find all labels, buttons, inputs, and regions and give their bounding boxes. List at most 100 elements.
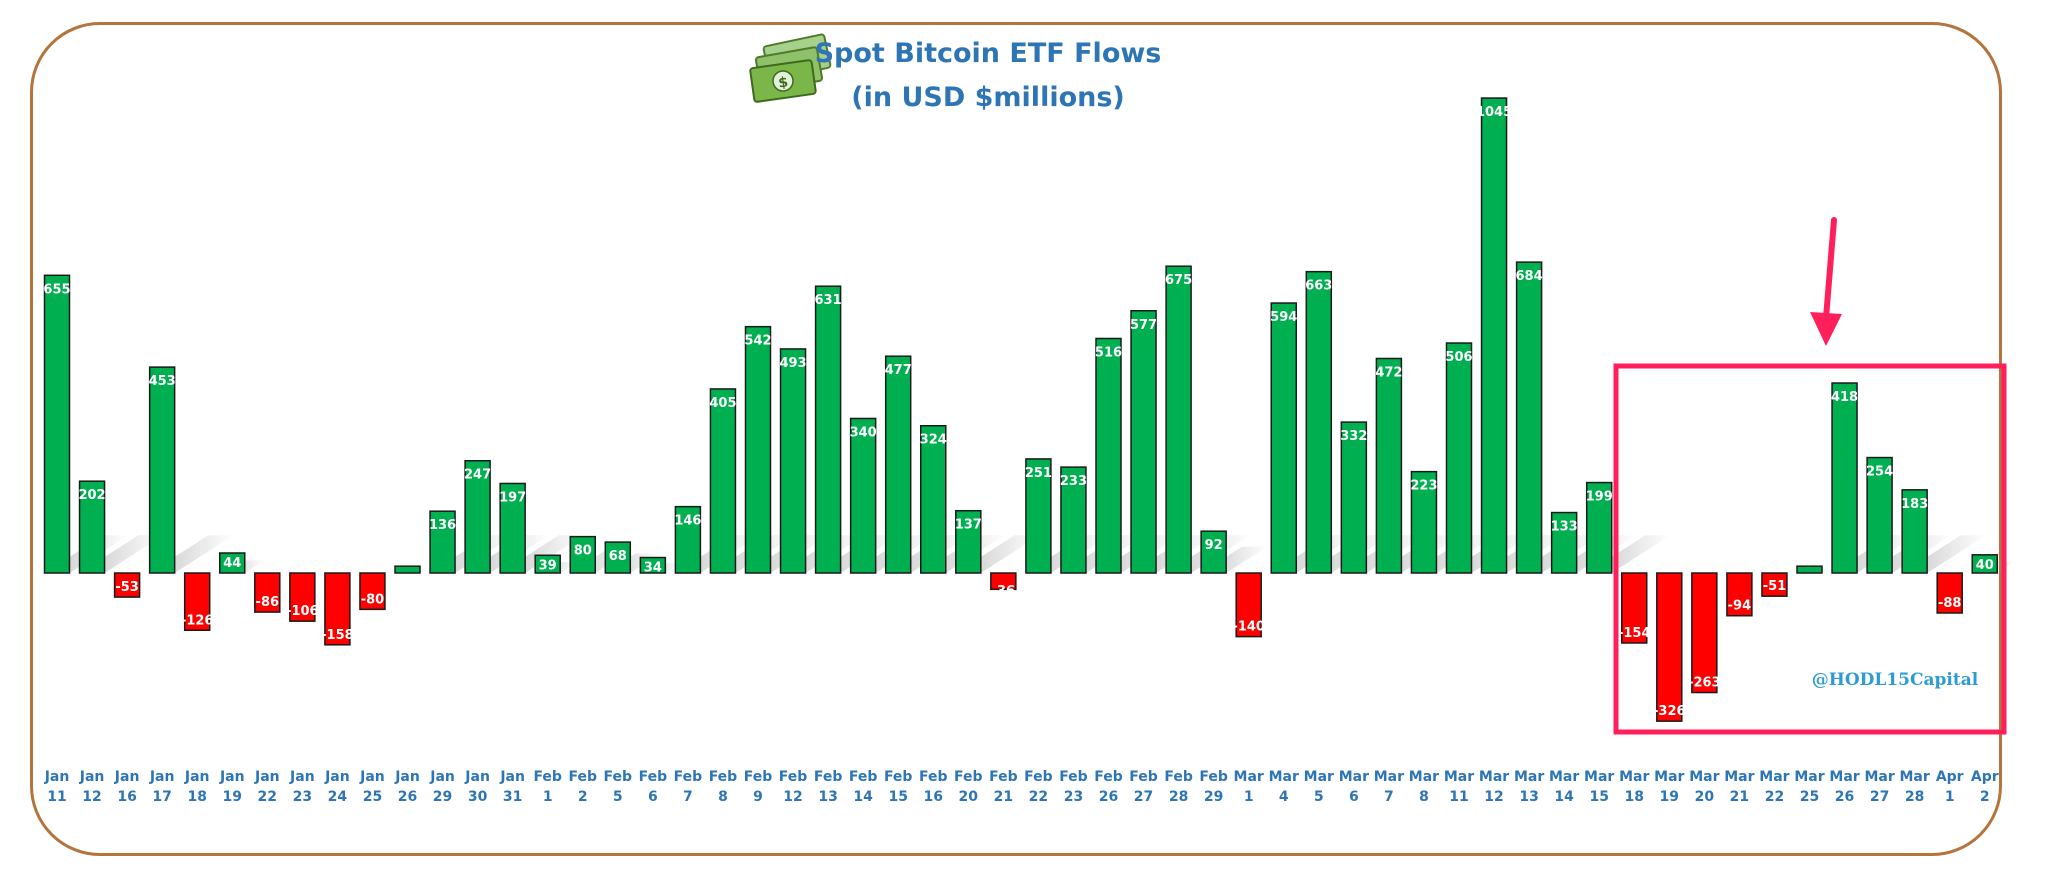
x-tick-day: 6 xyxy=(648,789,658,805)
x-tick-day: 16 xyxy=(117,789,136,805)
x-tick-day: 7 xyxy=(1384,789,1394,805)
chart-frame xyxy=(30,22,2002,856)
x-tick-month: Jan xyxy=(289,769,315,785)
x-tick-day: 22 xyxy=(1029,789,1048,805)
bar xyxy=(1831,382,1858,574)
x-tick-day: 12 xyxy=(783,789,802,805)
x-tick-month: Mar xyxy=(1549,769,1579,785)
x-tick-month: Jan xyxy=(184,769,210,785)
x-tick-month: Jan xyxy=(499,769,525,785)
x-tick-day: 20 xyxy=(1695,789,1715,805)
data-label: 577 xyxy=(1130,318,1157,333)
x-tick-month: Mar xyxy=(1584,769,1614,785)
x-tick-month: Feb xyxy=(709,769,738,785)
x-tick-day: 28 xyxy=(1905,789,1924,805)
data-label: -140 xyxy=(1232,620,1265,635)
x-tick-day: 12 xyxy=(1484,789,1503,805)
data-label: -326 xyxy=(1653,704,1686,719)
data-label: 493 xyxy=(779,356,806,371)
x-tick-day: 15 xyxy=(888,789,907,805)
x-tick-month: Mar xyxy=(1794,769,1824,785)
x-tick-day: 2 xyxy=(1980,789,1990,805)
bar xyxy=(359,572,386,611)
bar xyxy=(394,565,421,574)
data-label: 542 xyxy=(744,334,771,349)
bar xyxy=(779,348,807,574)
x-tick-month: Feb xyxy=(1129,769,1158,785)
x-tick-month: Mar xyxy=(1479,769,1509,785)
x-tick-day: 17 xyxy=(152,789,171,805)
data-label: 44 xyxy=(223,556,241,571)
x-tick-day: 26 xyxy=(1099,789,1118,805)
x-tick-month: Feb xyxy=(1199,769,1228,785)
x-tick-day: 19 xyxy=(1660,789,1679,805)
bar xyxy=(148,366,176,574)
x-tick-day: 25 xyxy=(1800,789,1819,805)
x-tick-day: 6 xyxy=(1349,789,1359,805)
data-label: 324 xyxy=(920,433,947,448)
x-tick-month: Jan xyxy=(44,769,70,785)
x-tick-month: Feb xyxy=(814,769,843,785)
x-tick-month: Mar xyxy=(1864,769,1894,785)
x-tick-month: Feb xyxy=(568,769,597,785)
x-tick-month: Mar xyxy=(1654,769,1684,785)
bar xyxy=(534,554,561,574)
x-tick-day: 21 xyxy=(1730,789,1749,805)
bar xyxy=(1550,511,1578,574)
bar xyxy=(43,274,71,574)
bar xyxy=(464,459,491,574)
x-tick-month: Mar xyxy=(1374,769,1404,785)
x-tick-month: Feb xyxy=(779,769,808,785)
x-tick-day: 22 xyxy=(258,789,277,805)
x-tick-day: 8 xyxy=(718,789,728,805)
data-label: 684 xyxy=(1516,269,1543,284)
bar xyxy=(1445,342,1473,574)
bar xyxy=(814,285,842,574)
x-tick-month: Mar xyxy=(1234,769,1264,785)
x-tick-month: Mar xyxy=(1759,769,1789,785)
bar xyxy=(1621,572,1648,644)
bar xyxy=(324,572,351,646)
data-label: -158 xyxy=(321,628,354,643)
x-tick-day: 31 xyxy=(503,789,522,805)
chart-title: Spot Bitcoin ETF Flows xyxy=(815,38,1162,69)
data-label: 340 xyxy=(850,425,877,440)
data-label: 332 xyxy=(1340,429,1367,444)
x-tick-month: Feb xyxy=(639,769,668,785)
data-label: 183 xyxy=(1901,497,1928,512)
data-label: 1045 xyxy=(1476,105,1512,120)
x-tick-day: 18 xyxy=(1625,789,1644,805)
bar xyxy=(1515,261,1543,574)
x-tick-day: 22 xyxy=(1765,789,1784,805)
x-tick-day: 23 xyxy=(1064,789,1083,805)
x-tick-month: Feb xyxy=(954,769,983,785)
data-label: 675 xyxy=(1165,273,1192,288)
bar xyxy=(884,355,912,574)
data-label: 594 xyxy=(1270,310,1297,325)
bar xyxy=(1095,337,1122,574)
data-label: 254 xyxy=(1866,465,1893,480)
x-tick-day: 29 xyxy=(1204,789,1223,805)
data-label: 133 xyxy=(1551,520,1578,535)
x-tick-day: 23 xyxy=(293,789,312,805)
bar xyxy=(920,424,947,574)
data-label: 631 xyxy=(815,293,842,308)
x-tick-month: Feb xyxy=(884,769,913,785)
x-tick-month: Mar xyxy=(1269,769,1299,785)
x-tick-month: Feb xyxy=(604,769,633,785)
x-tick-day: 30 xyxy=(468,789,488,805)
bar xyxy=(289,572,316,622)
bar xyxy=(219,552,246,574)
x-tick-day: 11 xyxy=(47,789,66,805)
x-tick-month: Mar xyxy=(1339,769,1369,785)
x-tick-month: Feb xyxy=(919,769,948,785)
bar xyxy=(604,541,632,574)
data-label: 40 xyxy=(1976,558,1994,573)
bar xyxy=(1130,310,1157,574)
x-tick-day: 16 xyxy=(924,789,943,805)
bar xyxy=(1235,572,1262,638)
x-tick-day: 27 xyxy=(1134,789,1153,805)
x-tick-month: Mar xyxy=(1689,769,1719,785)
bar xyxy=(744,325,772,574)
